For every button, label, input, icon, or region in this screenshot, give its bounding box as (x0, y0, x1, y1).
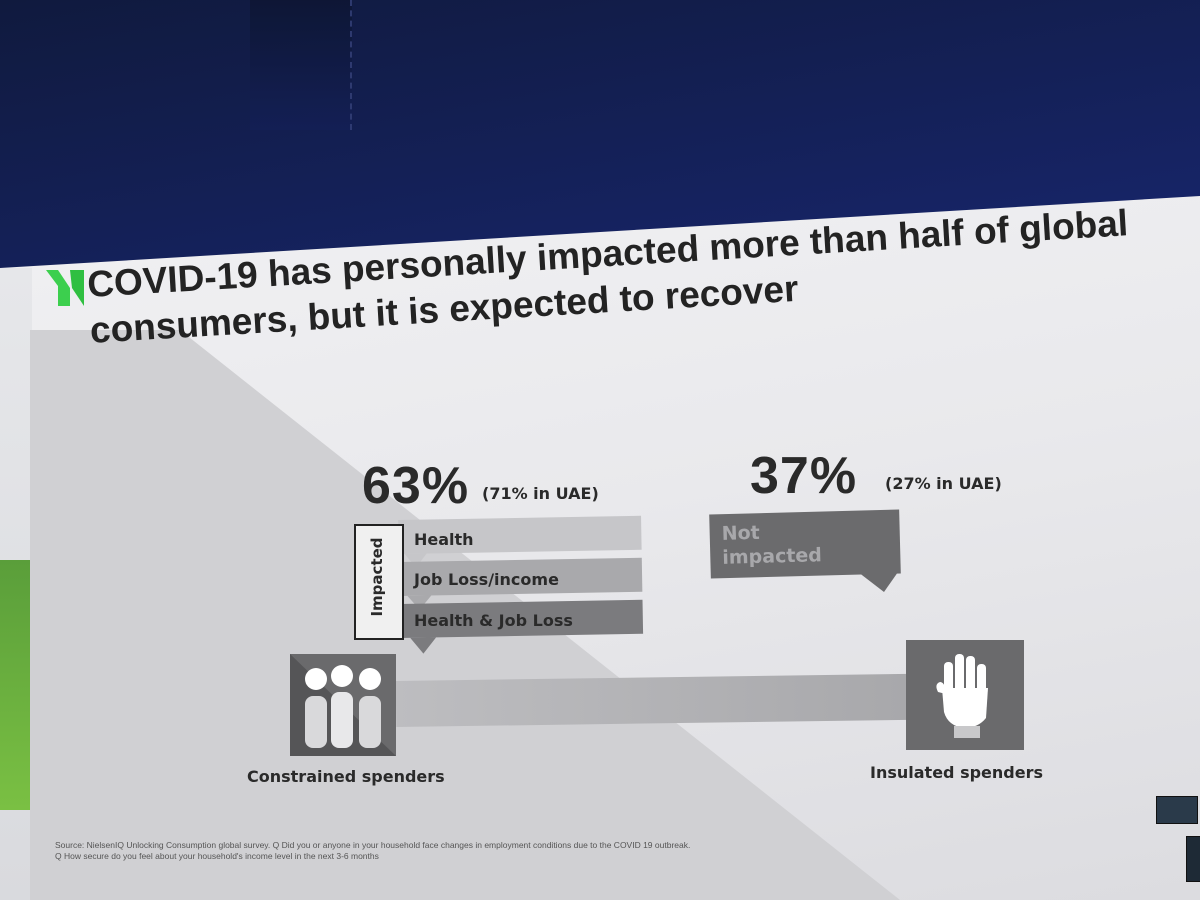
not-impacted-percent: 37% (750, 447, 858, 505)
spender-connector-bar (395, 673, 909, 727)
source-footnote: Source: NielsenIQ Unlocking Consumption … (55, 840, 955, 862)
impacted-percent: 63% (362, 457, 470, 515)
not-impacted-line2: impacted (722, 544, 823, 569)
nielseniq-logo-icon (46, 270, 84, 306)
category-job-loss: Job Loss/income (414, 570, 559, 589)
band-health-and-job-loss (399, 599, 644, 654)
source-line2: Q How secure do you feel about your hous… (55, 851, 379, 861)
not-impacted-uae-note: (27% in UAE) (885, 474, 1002, 493)
not-impacted-label: Not impacted (721, 518, 862, 570)
insulated-icon-box (906, 640, 1024, 750)
ceiling-fixture (250, 0, 352, 130)
insulated-spenders-caption: Insulated spenders (870, 763, 1043, 782)
impacted-box (354, 524, 404, 640)
raised-hand-icon (936, 654, 988, 738)
not-impacted-line1: Not (721, 521, 761, 545)
band-job-loss (398, 557, 643, 610)
constrained-icon-box (290, 654, 396, 756)
people-group-icon (290, 654, 396, 756)
impacted-side-label: Impacted (368, 537, 386, 617)
category-health-job-loss: Health & Job Loss (414, 611, 573, 630)
constrained-spenders-caption: Constrained spenders (247, 767, 445, 786)
band-health (398, 515, 642, 568)
presenter-device (1156, 796, 1198, 824)
side-device (1186, 836, 1200, 882)
impacted-uae-note: (71% in UAE) (482, 484, 599, 503)
impacted-bands (398, 515, 644, 654)
not-impacted-pointer (858, 572, 898, 592)
category-health: Health (414, 530, 474, 549)
source-line1: Source: NielsenIQ Unlocking Consumption … (55, 840, 691, 850)
